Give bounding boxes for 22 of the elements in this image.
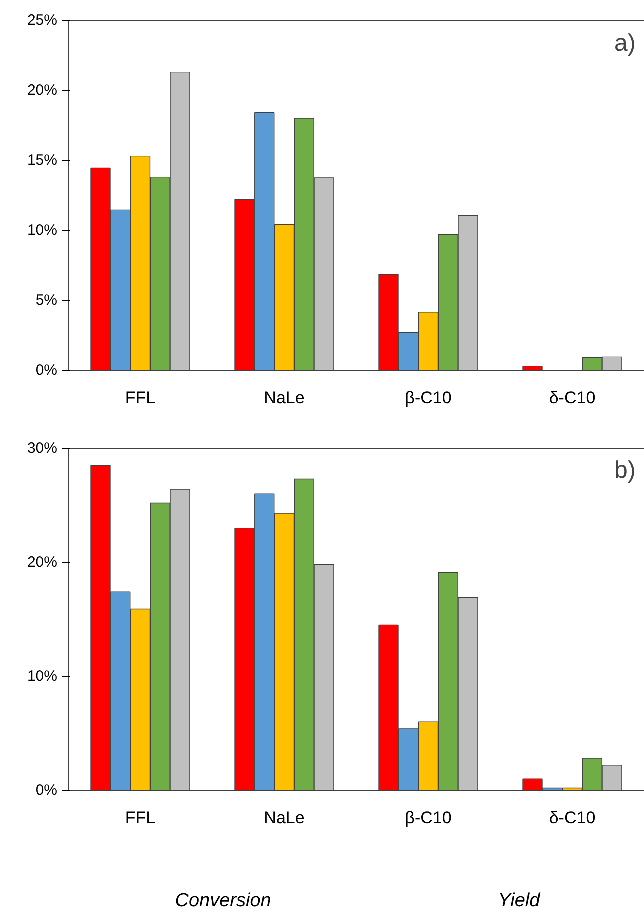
- y-tick-label: 0%: [36, 362, 58, 379]
- y-tick-label: 15%: [27, 152, 58, 169]
- annotation: a): [614, 30, 636, 57]
- text: Yield: [498, 890, 542, 912]
- text: Conversion: [175, 890, 272, 912]
- y-tick-label: 20%: [27, 554, 58, 571]
- y-tick-label: 25%: [27, 12, 58, 29]
- y-tick-label: 30%: [27, 440, 58, 457]
- y-tick-label: 5%: [36, 292, 58, 309]
- x-tick-label: FFL: [125, 388, 156, 408]
- x-tick-label: β-C10: [405, 388, 452, 408]
- y-tick-label: 0%: [36, 782, 58, 799]
- annotation: b): [614, 457, 636, 484]
- x-tick-label: δ-C10: [549, 808, 596, 828]
- x-tick-label: NaLe: [264, 808, 305, 828]
- x-tick-label: δ-C10: [549, 388, 596, 408]
- y-tick-label: 10%: [27, 668, 58, 685]
- x-tick-label: FFL: [125, 808, 156, 828]
- x-tick-label: β-C10: [405, 808, 452, 828]
- y-tick-label: 10%: [27, 222, 58, 239]
- y-tick-label: 20%: [27, 82, 58, 99]
- x-tick-label: NaLe: [264, 388, 305, 408]
